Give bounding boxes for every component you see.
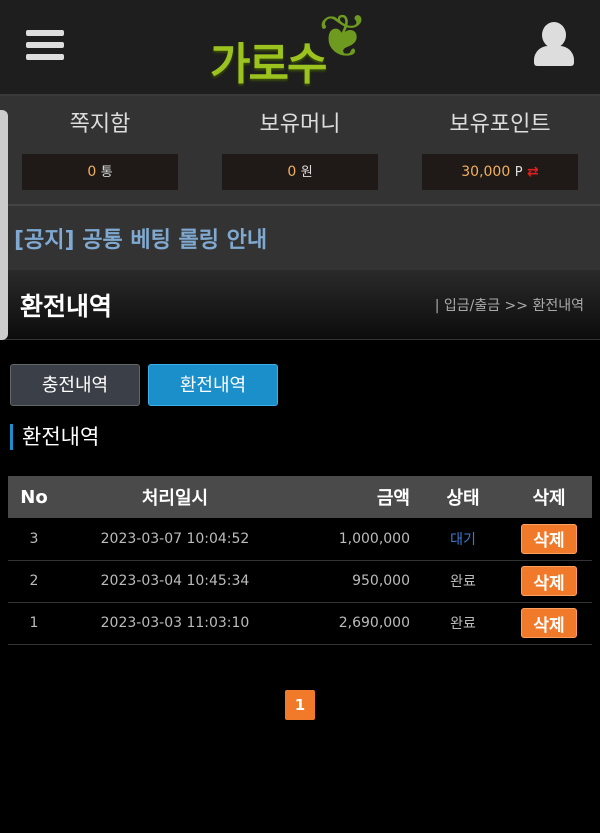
cell-status: 대기 xyxy=(420,518,506,561)
user-icon[interactable] xyxy=(534,22,574,68)
stat-label: 쪽지함 xyxy=(69,112,131,137)
cell-date: 2023-03-04 10:45:34 xyxy=(60,560,290,603)
stat-money[interactable]: 보유머니 0 원 xyxy=(200,96,400,204)
col-delete: 삭제 xyxy=(506,476,592,518)
notice-link[interactable]: [공지] 공통 베팅 롤링 안내 xyxy=(0,206,600,270)
cell-no: 2 xyxy=(8,560,60,603)
tab-deposit-history[interactable]: 충전내역 xyxy=(10,364,140,406)
breadcrumb: | 입금/출금 >> 환전내역 xyxy=(434,297,584,314)
page-1-button[interactable]: 1 xyxy=(285,690,315,720)
history-table: No 처리일시 금액 상태 삭제 3 2023-03-07 10:04:52 1… xyxy=(8,476,592,645)
section-title: 환전내역 xyxy=(10,424,590,450)
delete-button[interactable]: 삭제 xyxy=(521,523,577,554)
page-title: 환전내역 xyxy=(20,291,113,321)
table-row: 2 2023-03-04 10:45:34 950,000 완료 삭제 xyxy=(8,560,592,603)
side-drawer-handle[interactable] xyxy=(0,110,8,340)
cell-amount: 1,000,000 xyxy=(290,518,420,561)
delete-button[interactable]: 삭제 xyxy=(521,566,577,596)
stat-value: 0 xyxy=(287,164,297,180)
cell-date: 2023-03-07 10:04:52 xyxy=(60,518,290,561)
col-status: 상태 xyxy=(420,476,506,518)
page-header: 환전내역 | 입금/출금 >> 환전내역 xyxy=(0,270,600,340)
stat-label: 보유머니 xyxy=(259,112,341,137)
cell-amount: 950,000 xyxy=(290,560,420,603)
stat-points[interactable]: 보유포인트 30,000 P ⇄ xyxy=(400,96,600,204)
stat-messages[interactable]: 쪽지함 0 통 xyxy=(0,96,200,204)
col-no: No xyxy=(8,476,60,518)
cell-date: 2023-03-03 11:03:10 xyxy=(60,602,290,645)
tab-withdraw-history[interactable]: 환전내역 xyxy=(148,364,278,406)
logo[interactable]: 가로수 xyxy=(210,39,327,90)
tree-logo-icon: ❦ xyxy=(318,2,369,72)
stats-bar: 쪽지함 0 통 보유머니 0 원 보유포인트 30,000 P ⇄ xyxy=(0,96,600,206)
cell-amount: 2,690,000 xyxy=(290,602,420,645)
swap-icon[interactable]: ⇄ xyxy=(527,164,539,180)
stat-unit: P xyxy=(514,165,523,180)
col-amount: 금액 xyxy=(290,476,420,518)
hamburger-icon[interactable] xyxy=(26,30,64,66)
stat-value: 0 xyxy=(87,164,97,180)
stat-unit: 원 xyxy=(300,165,313,180)
stat-unit: 통 xyxy=(100,165,113,180)
cell-no: 1 xyxy=(8,602,60,645)
cell-no: 3 xyxy=(8,518,60,561)
table-row: 1 2023-03-03 11:03:10 2,690,000 완료 삭제 xyxy=(8,602,592,645)
col-date: 처리일시 xyxy=(60,476,290,518)
table-row: 3 2023-03-07 10:04:52 1,000,000 대기 삭제 xyxy=(8,518,592,561)
stat-value: 30,000 xyxy=(461,164,511,180)
header: 가로수 ❦ xyxy=(0,0,600,96)
cell-status: 완료 xyxy=(420,602,506,645)
cell-status: 완료 xyxy=(420,560,506,603)
delete-button[interactable]: 삭제 xyxy=(521,608,577,638)
stat-label: 보유포인트 xyxy=(449,112,551,137)
